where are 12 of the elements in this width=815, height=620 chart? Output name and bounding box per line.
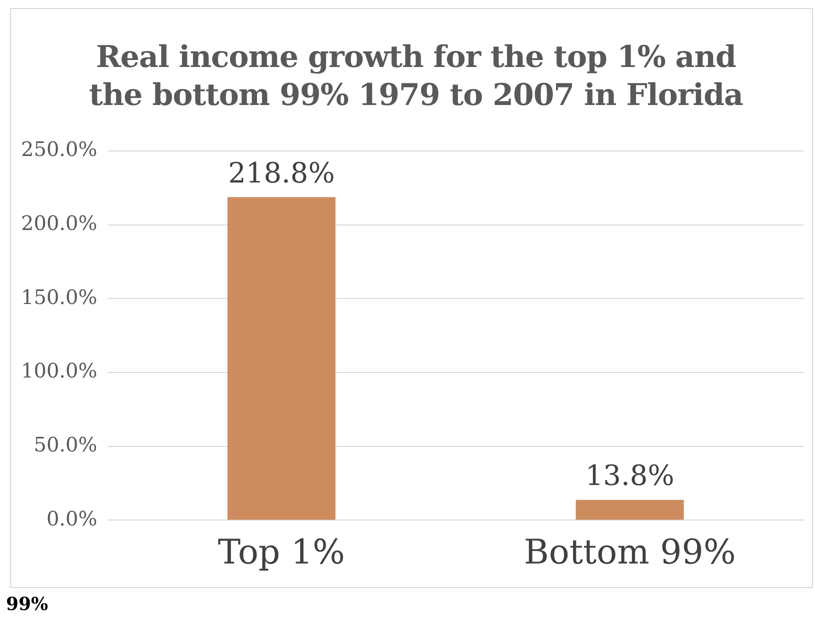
text: 99% — [6, 594, 48, 615]
y-tick-label: 200.0% — [20, 211, 98, 236]
x-tick-label: Bottom 99% — [524, 532, 736, 572]
x-tick-label: Top 1% — [218, 532, 345, 572]
y-tick-label: 100.0% — [20, 358, 98, 383]
y-tick-label: 50.0% — [34, 432, 98, 457]
y-tick-label: 150.0% — [20, 284, 98, 309]
data-label: 13.8% — [585, 459, 674, 492]
y-tick-label: 250.0% — [20, 137, 98, 162]
chart-title: Real income growth for the top 1% and the bottom 99% 1979 to 2007 in Florida — [88, 39, 744, 115]
data-label: 218.8% — [228, 156, 335, 190]
y-tick-label: 0.0% — [46, 506, 98, 530]
